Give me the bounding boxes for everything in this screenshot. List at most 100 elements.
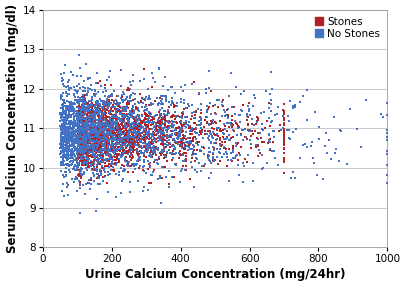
Point — [107, 151, 113, 156]
Point — [90, 125, 96, 129]
Point — [94, 143, 101, 148]
Point — [104, 163, 111, 168]
Point — [115, 131, 122, 136]
Point — [76, 106, 82, 111]
Point — [98, 171, 104, 176]
Point — [102, 146, 109, 151]
Point — [118, 136, 124, 140]
Point — [216, 150, 222, 155]
Point — [105, 119, 112, 123]
Point — [87, 128, 93, 133]
Point — [162, 75, 168, 79]
Point — [68, 107, 75, 111]
Point — [77, 120, 84, 125]
Point — [89, 134, 95, 139]
Point — [65, 116, 71, 121]
Point — [63, 113, 69, 118]
Point — [95, 141, 101, 146]
Point — [75, 122, 81, 127]
Point — [115, 127, 122, 132]
Point — [280, 139, 287, 144]
Point — [160, 148, 166, 152]
Point — [143, 119, 149, 124]
Point — [143, 171, 149, 176]
Point — [93, 133, 100, 137]
Point — [157, 142, 164, 146]
Point — [64, 94, 70, 99]
Point — [87, 131, 93, 136]
Point — [67, 121, 73, 126]
Point — [126, 87, 132, 92]
Point — [176, 115, 182, 119]
Point — [121, 112, 127, 117]
Point — [245, 100, 251, 105]
Point — [90, 137, 96, 142]
Point — [94, 109, 100, 113]
Point — [100, 132, 107, 136]
Point — [168, 119, 175, 123]
Point — [75, 140, 82, 145]
Point — [165, 121, 171, 125]
Point — [79, 173, 85, 178]
Point — [75, 123, 82, 127]
Point — [90, 122, 96, 127]
Point — [107, 93, 114, 98]
Point — [162, 119, 168, 124]
Point — [78, 148, 84, 152]
Point — [78, 117, 84, 122]
Point — [95, 111, 102, 116]
Point — [103, 143, 110, 148]
Point — [126, 135, 132, 140]
Point — [101, 163, 108, 168]
Point — [103, 89, 109, 94]
Point — [107, 133, 114, 137]
Point — [377, 112, 383, 116]
Point — [99, 146, 106, 151]
Point — [85, 181, 92, 185]
Point — [86, 144, 92, 148]
Point — [90, 127, 97, 131]
Point — [131, 97, 138, 101]
Point — [76, 133, 83, 137]
Point — [119, 107, 126, 112]
Point — [159, 138, 166, 143]
Point — [101, 127, 108, 131]
Point — [92, 135, 98, 140]
Point — [141, 133, 147, 137]
Point — [170, 129, 176, 134]
Point — [158, 134, 165, 139]
Point — [127, 133, 133, 138]
Point — [97, 150, 103, 154]
Point — [83, 125, 89, 130]
Point — [247, 141, 253, 146]
Point — [122, 115, 128, 120]
Point — [92, 124, 98, 129]
Point — [104, 104, 111, 109]
Point — [254, 136, 260, 141]
Point — [180, 138, 186, 143]
Point — [162, 95, 169, 100]
Point — [127, 93, 134, 97]
Point — [64, 148, 71, 152]
Point — [71, 133, 77, 138]
Point — [190, 109, 197, 114]
Point — [74, 136, 80, 141]
Point — [135, 135, 142, 140]
Point — [106, 131, 113, 135]
Point — [121, 148, 127, 152]
Point — [81, 138, 87, 143]
Point — [109, 130, 116, 135]
Point — [88, 142, 94, 146]
Point — [69, 129, 76, 134]
Point — [86, 133, 92, 138]
Point — [119, 130, 126, 134]
Point — [153, 129, 160, 133]
Point — [72, 162, 78, 167]
Point — [96, 139, 102, 144]
Point — [146, 116, 152, 120]
Point — [110, 108, 116, 113]
Point — [96, 129, 103, 133]
Point — [94, 118, 100, 123]
Point — [68, 152, 75, 156]
Point — [148, 123, 154, 127]
